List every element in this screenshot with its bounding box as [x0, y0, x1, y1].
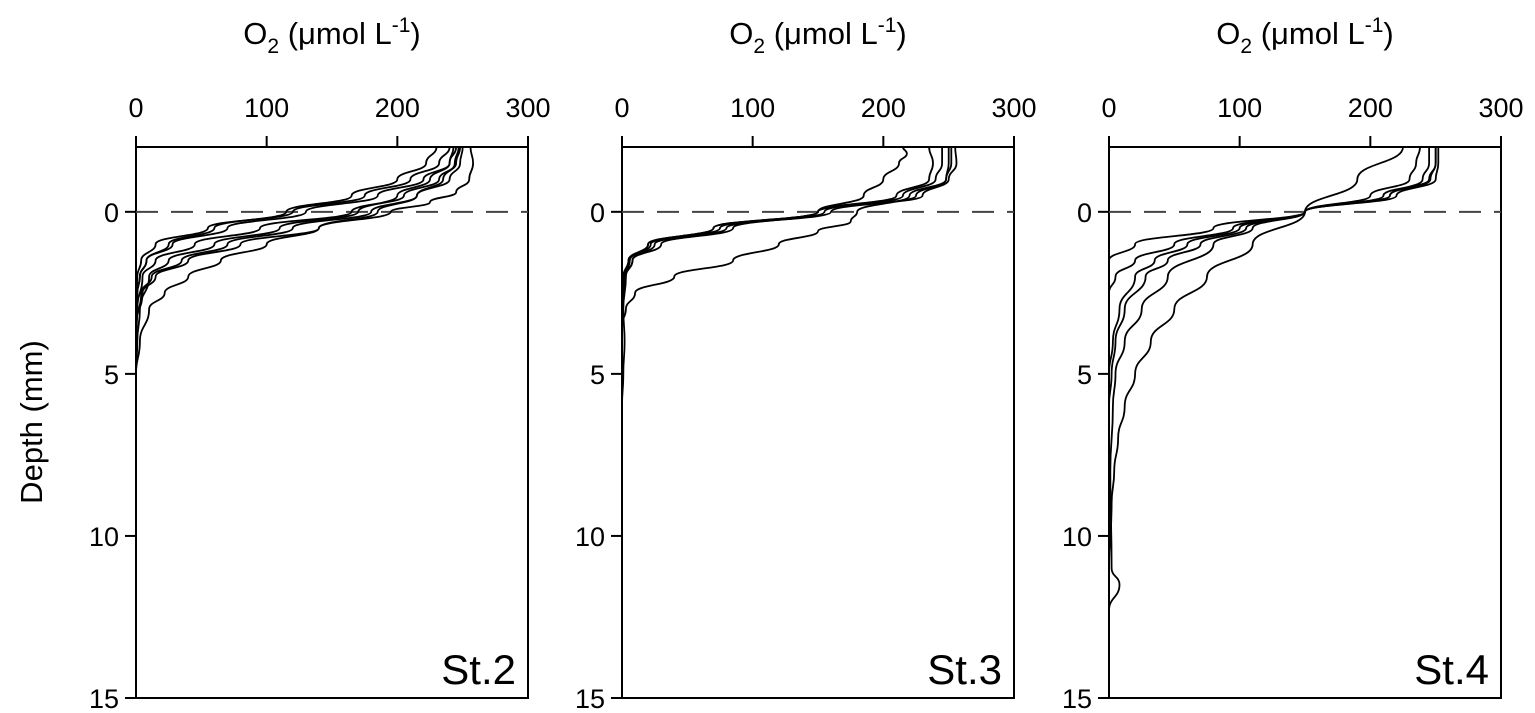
oxygen-profile-line	[1108, 146, 1404, 569]
y-tick-label: 0	[1077, 198, 1092, 228]
y-tick-label: 10	[89, 522, 119, 552]
oxygen-profile-line	[1108, 146, 1421, 374]
x-tick-label: 200	[1348, 93, 1393, 123]
x-tick-label: 100	[244, 93, 289, 123]
panel-st4: O2 (μmol L-1) 0 100 200 300 0 5 10 15 St.4	[1062, 14, 1524, 713]
station-label: St.4	[1414, 646, 1489, 693]
y-tick-label: 5	[104, 360, 119, 390]
y-tick-label: 5	[1077, 360, 1092, 390]
y-tick-label: 0	[104, 198, 119, 228]
y-tick-label: 15	[89, 684, 119, 713]
x-tick-label: 100	[1217, 93, 1262, 123]
oxygen-profile-line	[135, 146, 438, 310]
x-tick-label: 100	[730, 93, 775, 123]
x-tick-label: 0	[1101, 93, 1116, 123]
oxygen-profile-line	[1108, 147, 1430, 261]
plot-frame	[1108, 146, 1502, 699]
oxygen-profile-line	[621, 146, 953, 326]
y-axis-title: Depth (mm)	[14, 340, 49, 504]
x-axis-title: O2 (μmol L-1)	[729, 14, 906, 58]
x-axis-title: O2 (μmol L-1)	[243, 14, 420, 58]
plot-frame	[135, 146, 529, 699]
x-tick-label: 200	[861, 93, 906, 123]
x-axis-title: O2 (μmol L-1)	[1216, 14, 1393, 58]
oxygen-profile-line	[1108, 147, 1437, 611]
y-tick-label: 15	[1062, 684, 1092, 713]
oxygen-profile-line	[621, 146, 908, 310]
y-tick-label: 5	[590, 360, 605, 390]
oxygen-profile-line	[135, 146, 460, 374]
y-tick-label: 15	[575, 684, 605, 713]
x-tick-label: 0	[614, 93, 629, 123]
x-tick-label: 300	[1478, 93, 1523, 123]
y-tick-label: 10	[575, 522, 605, 552]
station-label: St.3	[927, 646, 1002, 693]
oxygen-profile-line	[621, 146, 958, 293]
x-tick-label: 0	[128, 93, 143, 123]
x-tick-label: 300	[991, 93, 1036, 123]
y-tick-label: 0	[590, 198, 605, 228]
oxygen-profile-line	[1108, 147, 1440, 407]
oxygen-profile-line	[135, 146, 461, 342]
x-tick-label: 200	[375, 93, 420, 123]
oxygen-profile-line	[621, 147, 944, 310]
oxygen-profile-line	[135, 146, 455, 407]
station-label: St.2	[441, 646, 516, 693]
y-tick-label: 10	[1062, 522, 1092, 552]
oxygen-profile-line	[135, 146, 464, 326]
x-tick-label: 300	[505, 93, 550, 123]
panel-st2: O2 (μmol L-1) 0 100 200 300 0 5 10 15 St.2	[89, 14, 551, 713]
panel-st3: O2 (μmol L-1) 0 100 200 300 0 5 10 15 St.3	[575, 14, 1037, 713]
